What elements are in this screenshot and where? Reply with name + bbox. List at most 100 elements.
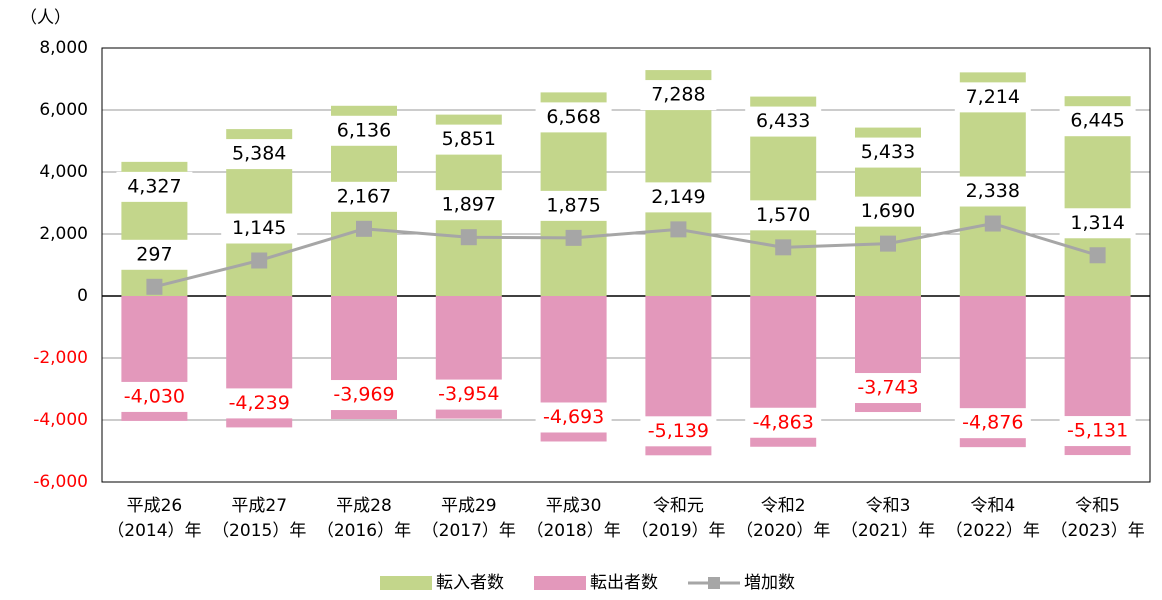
marker xyxy=(775,239,792,256)
y-tick-label: -2,000 xyxy=(33,348,88,368)
data-label: -3,954 xyxy=(438,383,499,405)
label-bg xyxy=(640,80,717,111)
x-tick-label: （2021）年 xyxy=(841,521,935,541)
data-label: 1,875 xyxy=(546,194,600,216)
label-bg xyxy=(850,137,926,168)
x-tick-label: （2017）年 xyxy=(422,521,516,541)
x-tick-label: 平成28 xyxy=(336,496,392,516)
data-label: 6,433 xyxy=(756,110,810,132)
data-label: 2,338 xyxy=(966,180,1020,202)
data-label: -3,743 xyxy=(857,377,918,399)
data-label: 5,851 xyxy=(442,128,496,150)
data-label: 297 xyxy=(136,243,172,265)
plot-border xyxy=(101,47,1151,483)
x-tick-label: 令和3 xyxy=(866,496,911,516)
data-label: -4,863 xyxy=(753,411,814,433)
data-label: 2,167 xyxy=(337,185,391,207)
data-label: 5,433 xyxy=(861,141,915,163)
y-tick-label: 4,000 xyxy=(39,162,88,182)
label-bg xyxy=(1059,106,1136,137)
label-bg xyxy=(745,106,822,137)
data-label: -4,876 xyxy=(962,412,1023,434)
legend-marker xyxy=(708,577,720,589)
label-bg xyxy=(430,379,507,410)
data-label: 5,384 xyxy=(232,143,286,165)
x-tick-label: （2020）年 xyxy=(736,521,830,541)
y-tick-label: 2,000 xyxy=(39,224,88,244)
x-tick-label: 令和4 xyxy=(970,496,1015,516)
x-tick-label: 平成26 xyxy=(127,496,183,516)
label-bg xyxy=(430,124,507,155)
x-tick-label: 平成29 xyxy=(441,496,497,516)
x-tick-label: （2015）年 xyxy=(212,521,306,541)
data-label: 1,314 xyxy=(1070,212,1124,234)
y-tick-label: 8,000 xyxy=(39,38,88,58)
x-tick-label: （2019）年 xyxy=(631,521,725,541)
y-tick-label: 0 xyxy=(77,286,88,306)
label-bg xyxy=(1059,416,1136,447)
legend-label: 転入者数 xyxy=(436,573,504,593)
label-bg xyxy=(221,139,298,170)
data-label: 2,149 xyxy=(651,186,705,208)
label-bg xyxy=(326,380,402,411)
data-label: 6,136 xyxy=(337,119,391,141)
marker xyxy=(670,221,687,238)
label-bg xyxy=(850,196,926,227)
legend-label: 増加数 xyxy=(744,573,795,593)
y-tick-label: -6,000 xyxy=(33,472,88,492)
label-bg xyxy=(221,213,298,244)
marker xyxy=(460,229,477,246)
data-label: 7,288 xyxy=(651,84,705,106)
unit-label: （人） xyxy=(20,8,71,28)
data-label: 6,445 xyxy=(1070,110,1124,132)
data-label: 1,570 xyxy=(756,204,810,226)
line xyxy=(154,221,1099,289)
data-label: -3,969 xyxy=(333,384,394,406)
label-bg xyxy=(116,171,193,202)
x-tick-label: （2018）年 xyxy=(526,521,620,541)
data-label: 1,897 xyxy=(442,194,496,216)
legend-swatch xyxy=(534,576,586,590)
marker xyxy=(356,220,372,237)
legend-label: 転出者数 xyxy=(590,573,658,593)
marker xyxy=(1089,247,1106,264)
x-tick-label: （2016）年 xyxy=(317,521,411,541)
marker xyxy=(565,229,582,246)
x-tick-label: 平成27 xyxy=(231,496,287,516)
x-tick-label: （2014）年 xyxy=(107,521,201,541)
data-label: -4,030 xyxy=(124,385,185,407)
label-bg xyxy=(430,190,507,221)
x-tick-label: 令和2 xyxy=(761,496,806,516)
legend-swatch xyxy=(380,576,432,590)
label-bg xyxy=(535,190,612,221)
label-bg xyxy=(745,407,822,438)
data-label: -5,131 xyxy=(1067,420,1128,442)
label-bg xyxy=(954,408,1031,439)
marker xyxy=(880,235,896,252)
x-tick-label: （2022）年 xyxy=(946,521,1040,541)
data-label: -4,693 xyxy=(543,406,604,428)
x-tick-label: （2023）年 xyxy=(1050,521,1144,541)
label-bg xyxy=(221,388,298,419)
marker xyxy=(146,278,163,295)
label-bg xyxy=(954,82,1031,113)
label-bg xyxy=(640,182,717,213)
data-label: 1,690 xyxy=(861,200,915,222)
label-bg xyxy=(640,416,717,447)
label-bg xyxy=(745,200,822,231)
label-bg xyxy=(850,373,926,404)
label-bg xyxy=(326,181,402,212)
label-bg xyxy=(535,402,612,433)
label-bg xyxy=(535,102,612,133)
label-bg xyxy=(954,176,1031,207)
x-tick-label: 令和元 xyxy=(653,496,704,516)
y-tick-label: 6,000 xyxy=(39,100,88,120)
x-tick-label: 平成30 xyxy=(546,496,602,516)
data-label: 6,568 xyxy=(546,106,600,128)
data-label: 1,145 xyxy=(232,217,286,239)
label-bg xyxy=(116,239,193,270)
x-tick-label: 令和5 xyxy=(1075,496,1120,516)
label-bg xyxy=(116,381,193,412)
y-tick-label: -4,000 xyxy=(33,410,88,430)
